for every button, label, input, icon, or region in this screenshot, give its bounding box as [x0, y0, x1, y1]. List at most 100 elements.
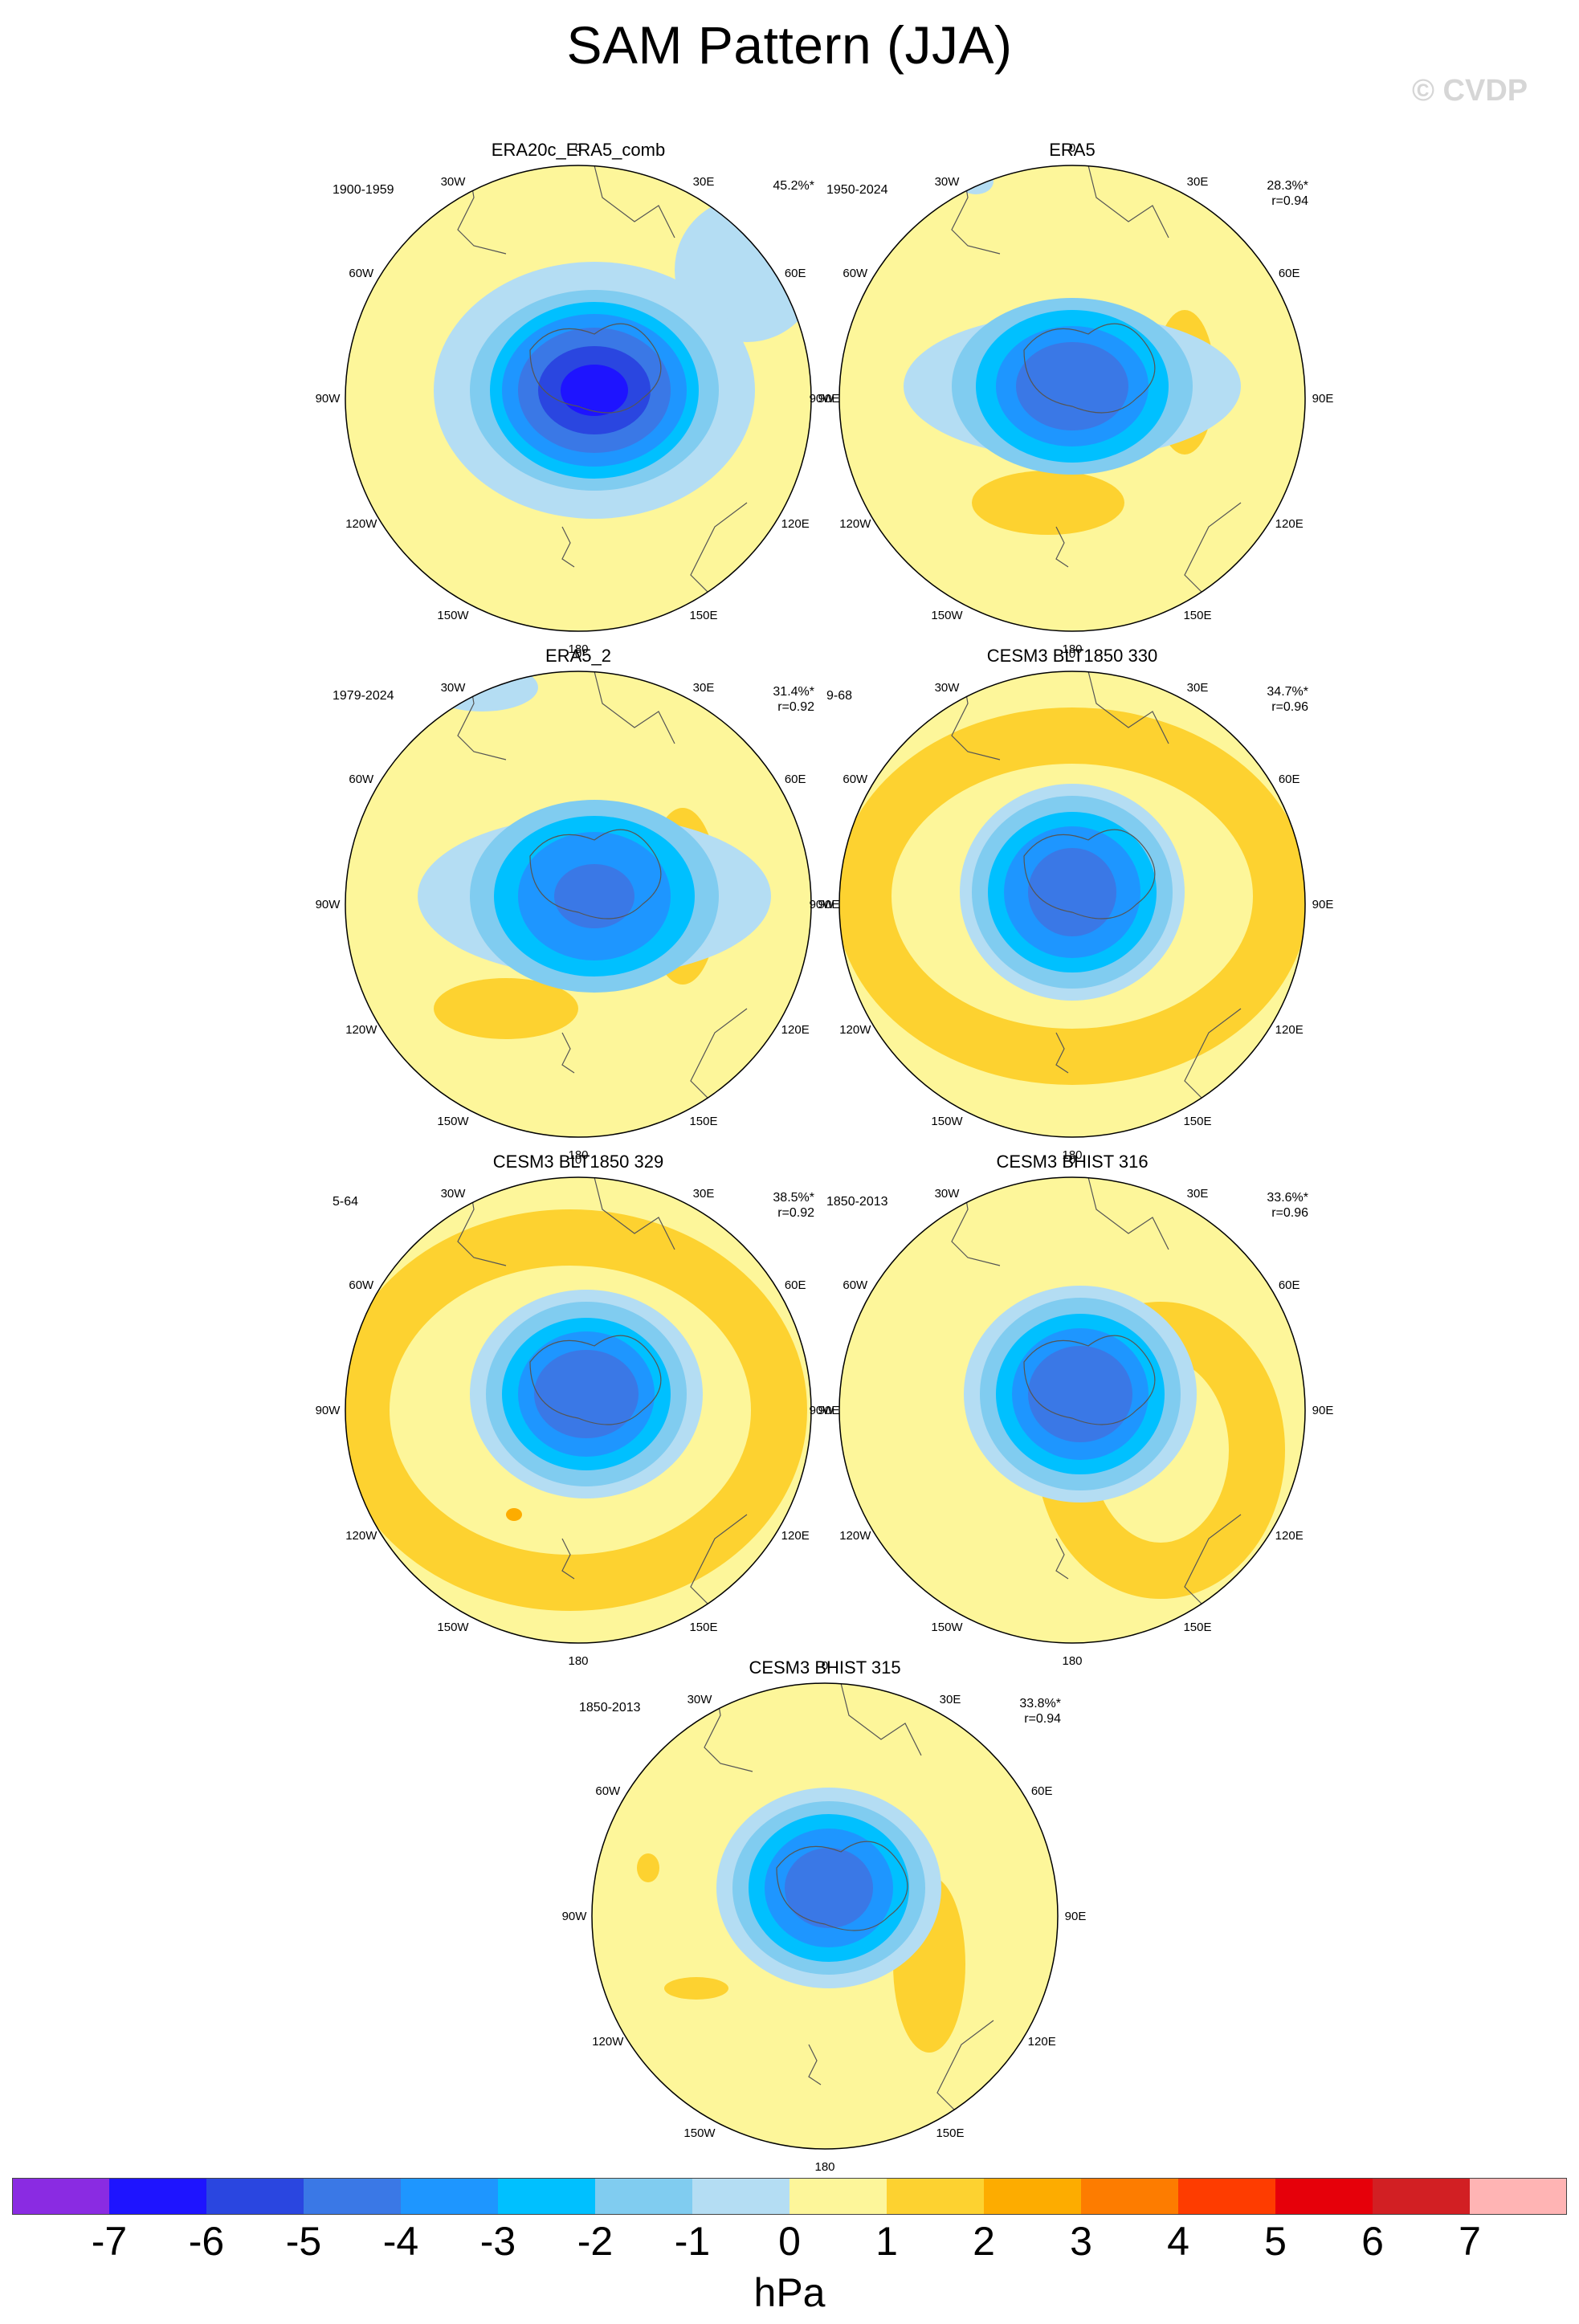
longitude-label: 180 — [568, 1148, 588, 1162]
australia-coastline — [1184, 1514, 1242, 1620]
negative-anomaly-contour — [785, 1848, 873, 1928]
longitude-label: 90W — [562, 1910, 588, 1923]
new-zealand-coastline — [808, 2044, 822, 2085]
longitude-label: 90W — [316, 392, 341, 406]
antarctica-coastline — [1023, 1335, 1156, 1425]
pattern-correlation: r=0.92 — [777, 1206, 814, 1220]
longitude-label: 150W — [437, 1115, 469, 1128]
negative-anomaly-contour — [534, 1350, 639, 1438]
panel-title: ERA5_2 — [545, 646, 611, 666]
panel-statistics: 33.6%* r=0.96 — [1267, 1190, 1308, 1221]
longitude-label: 30W — [441, 681, 467, 695]
colorbar-tick-label: -1 — [674, 2219, 711, 2264]
africa-coastline — [594, 671, 675, 744]
colorbar-tick-label: 5 — [1264, 2219, 1287, 2264]
positive-anomaly-band — [839, 707, 1305, 1085]
antarctica-coastline — [776, 1841, 908, 1931]
longitude-label: 150W — [931, 609, 963, 622]
longitude-label: 120W — [345, 1023, 377, 1037]
australia-coastline — [690, 502, 748, 608]
colorbar-tick-label: 3 — [1070, 2219, 1092, 2264]
longitude-label: 90E — [818, 392, 840, 406]
panel-statistics: 38.5%* r=0.92 — [773, 1190, 814, 1221]
longitude-label: 60E — [1031, 1784, 1053, 1798]
antarctica-coastline — [529, 1335, 662, 1425]
australia-coastline — [936, 2020, 994, 2126]
longitude-label: 120E — [781, 1023, 810, 1037]
longitude-label: 0 — [822, 1659, 828, 1673]
longitude-label: 90E — [1312, 392, 1334, 406]
longitude-label: 90E — [1312, 898, 1334, 911]
longitude-label: 30W — [441, 1187, 467, 1201]
longitude-label: 150E — [1183, 609, 1211, 622]
polar-map: 0 30E 60E 90E 120E 150E 180 150W 120W 90W 60W 30W — [810, 141, 1334, 656]
longitude-label: 60W — [843, 1278, 868, 1292]
colorbar-swatch — [206, 2178, 304, 2215]
colorbar-tick-label: 0 — [778, 2219, 801, 2264]
longitude-label: 150W — [683, 2126, 716, 2140]
new-zealand-coastline — [1055, 526, 1069, 568]
colorbar-tick-label: 2 — [973, 2219, 995, 2264]
map-border — [345, 671, 812, 1138]
longitude-label: 0 — [1069, 1153, 1075, 1167]
longitude-label: 60W — [349, 773, 374, 786]
new-zealand-coastline — [561, 1538, 575, 1580]
polar-map: 0 30E 60E 90E 120E 150E 180 150W 120W 90W 60W 30W — [316, 141, 840, 656]
colorbar-tick-label: -4 — [382, 2219, 419, 2264]
longitude-label: 180 — [1062, 1148, 1082, 1162]
colorbar-units-label: hPa — [753, 2270, 826, 2315]
variance-explained: 33.8%* — [1019, 1697, 1061, 1710]
africa-coastline — [1087, 1177, 1169, 1250]
negative-anomaly-contour — [561, 365, 628, 416]
colorbar-swatch — [304, 2178, 402, 2215]
antarctica-coastline — [529, 323, 662, 414]
panel-title: CESM3 BLT1850 329 — [492, 1152, 664, 1172]
panel-statistics: 28.3%* r=0.94 — [1267, 178, 1308, 209]
longitude-label: 0 — [575, 647, 581, 661]
panel-period: 1850-2013 — [579, 1701, 641, 1714]
longitude-label: 0 — [575, 1153, 581, 1167]
colorbar-swatch — [1081, 2178, 1179, 2215]
colorbar-tick-label: 4 — [1167, 2219, 1189, 2264]
negative-anomaly-contour — [1016, 342, 1128, 430]
polar-map: 0 30E 60E 90E 120E 150E 180 150W 120W 90W 60W 30W — [810, 1153, 1334, 1668]
longitude-label: 120E — [1028, 2035, 1056, 2049]
colorbar-tick-label: -7 — [91, 2219, 128, 2264]
variance-explained: 45.2%* — [773, 179, 814, 193]
panel-statistics: 34.7%* r=0.96 — [1267, 684, 1308, 715]
variance-explained: 34.7%* — [1267, 685, 1308, 699]
colorbar-swatch — [887, 2178, 985, 2215]
longitude-label: 0 — [575, 141, 581, 155]
longitude-label: 60E — [1279, 267, 1300, 280]
colorbar-swatch — [109, 2178, 207, 2215]
map-border — [591, 1682, 1059, 2150]
longitude-label: 60E — [785, 267, 806, 280]
anomaly-contour — [506, 1508, 522, 1521]
longitude-label: 120W — [839, 1023, 871, 1037]
colorbar-swatch — [790, 2178, 887, 2215]
panel-statistics: 31.4%* r=0.92 — [773, 684, 814, 715]
colorbar-swatch — [401, 2178, 499, 2215]
colorbar-tick-label: 7 — [1459, 2219, 1481, 2264]
map-border — [838, 165, 1306, 632]
variance-explained: 33.6%* — [1267, 1191, 1308, 1205]
longitude-label: 60W — [349, 1278, 374, 1292]
anomaly-contour — [434, 978, 578, 1039]
new-zealand-coastline — [1055, 1538, 1069, 1580]
new-zealand-coastline — [561, 526, 575, 568]
longitude-label: 60W — [843, 267, 868, 280]
map-panel: 0 30E 60E 90E 120E 150E 180 150W 120W 90W 60W 30W CE… — [810, 1152, 1334, 1668]
map-border — [838, 1176, 1306, 1644]
longitude-label: 0 — [1069, 647, 1075, 661]
africa-coastline — [594, 165, 675, 239]
panel-period: 1950-2024 — [826, 183, 888, 197]
longitude-label: 30W — [687, 1693, 713, 1706]
longitude-label: 180 — [568, 1654, 588, 1668]
pattern-correlation: r=0.92 — [777, 700, 814, 714]
africa-coastline — [594, 1177, 675, 1250]
longitude-label: 180 — [814, 2160, 834, 2174]
longitude-label: 30E — [940, 1693, 961, 1706]
anomaly-contour — [972, 471, 1124, 535]
africa-coastline — [840, 1683, 922, 1756]
map-panel: 0 30E 60E 90E 120E 150E 180 150W 120W 90W 60W 30W CE… — [316, 1152, 840, 1668]
